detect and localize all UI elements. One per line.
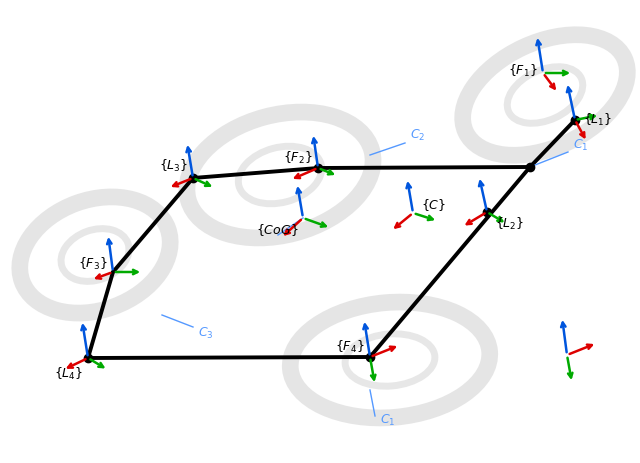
- Text: $C_3$: $C_3$: [198, 325, 214, 341]
- Text: $\{F_2\}$: $\{F_2\}$: [284, 150, 313, 166]
- Text: $\{L_1\}$: $\{L_1\}$: [583, 112, 612, 128]
- Text: $C_2$: $C_2$: [410, 127, 426, 143]
- Text: $\{L_4\}$: $\{L_4\}$: [54, 366, 83, 382]
- Text: $\{L_2\}$: $\{L_2\}$: [495, 216, 524, 232]
- Text: $\{F_4\}$: $\{F_4\}$: [335, 339, 365, 355]
- Text: $\{C\}$: $\{C\}$: [421, 197, 446, 213]
- Text: $\{F_3\}$: $\{F_3\}$: [79, 256, 108, 272]
- Text: $C_1$: $C_1$: [573, 138, 588, 152]
- Text: $\{F_1\}$: $\{F_1\}$: [508, 63, 538, 79]
- Text: $C_1$: $C_1$: [380, 413, 396, 427]
- Text: $\{L_3\}$: $\{L_3\}$: [159, 158, 188, 174]
- Text: $\{CoG\}$: $\{CoG\}$: [255, 222, 298, 238]
